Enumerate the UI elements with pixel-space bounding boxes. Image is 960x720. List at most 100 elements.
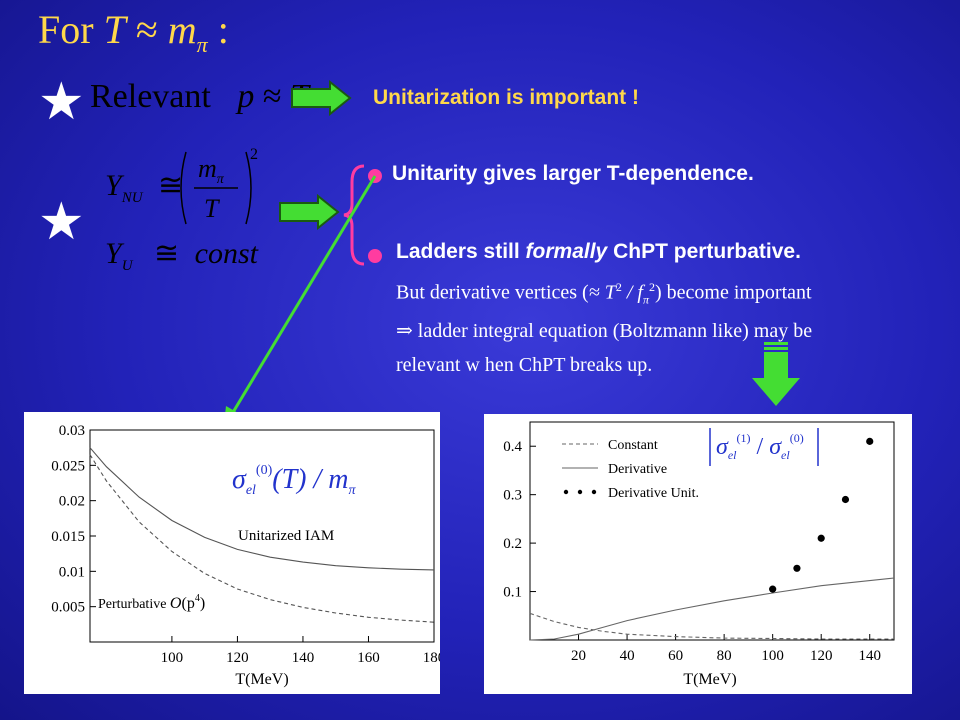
ratio-annotation: σel(1) / σel(0) [716,431,804,462]
relevant-text: Relevant [90,78,211,115]
ann-pi: π [348,483,356,498]
data-point [769,585,777,593]
title-sub: π [196,32,208,57]
relevant-formula: Relevant p ≈ T [90,78,309,116]
x-tick-label: 100 [161,650,184,666]
ann-slash: / [751,434,770,460]
data-point [817,534,825,542]
yu-sub: U [121,258,133,274]
brace-icon [343,164,365,266]
yu-formula: YU ≅ const [105,236,258,275]
ann-sigma: σ [232,464,247,495]
y-tick-label: 0.3 [503,488,522,504]
series-perturbative [89,454,435,623]
chart-cross-section-ratio: 0.1 0.2 0.3 0.4 20 40 60 80 100 120 140 Constant Der… [503,421,895,688]
title-var-m: m [167,7,197,52]
legend-entry: Derivative [608,462,667,477]
ann-sigma: σ [716,434,729,460]
star-icon: ★ [38,193,85,251]
x-tick-label: 180 [423,650,440,666]
ann-el: el [246,483,256,498]
ladders-formally: formally [525,240,608,263]
title-var-t: T [103,7,126,52]
ynu-y: Y [105,169,122,202]
ynu-cong: ≅ [158,169,184,202]
title-prefix: For [38,7,94,52]
down-arrow-icon [752,342,800,406]
note-line-1: But derivative vertices (≈ T2 / fπ2) bec… [396,280,812,308]
x-axis-label: T(MeV) [683,671,736,688]
x-tick-label: 100 [761,648,784,664]
slide-title: For T ≈ mπ : [38,6,229,58]
x-axis-label: T(MeV) [235,671,288,688]
note2-b: ladder integral equation (Boltzmann like… [412,320,813,342]
label-perturbative: Perturbative O(p4) [98,593,205,612]
ann-sup0: (0) [790,431,804,445]
x-tick-label: 120 [226,650,249,666]
yu-const: const [194,237,258,270]
ann-sup: (0) [256,463,273,478]
yu-y: Y [105,237,122,270]
note-line-3: relevant w hen ChPT breaks up. [396,354,653,376]
y-tick-label: 0.03 [59,423,85,439]
y-tick-label: 0.005 [51,600,85,616]
frac-m: m [198,154,217,183]
series-derivative [529,577,895,641]
x-tick-label: 120 [810,648,833,664]
ann-rest: (T) / m [272,464,348,495]
ann-sigma-2: σ [769,434,782,460]
y-tick-label: 0.4 [503,439,522,455]
data-point [793,564,801,572]
label-unitarized-iam: Unitarized IAM [238,528,334,544]
note1-a: But derivative vertices ( [396,281,589,304]
title-colon: : [217,7,229,52]
chart-elastic-cross-section: 0.005 0.01 0.015 0.02 0.025 0.03 100 120 140 160 1… [51,423,445,688]
legend-swatch-dot [563,489,569,495]
plot-frame [529,421,895,641]
y-tick-label: 0.025 [51,458,85,474]
note1-d: / f [621,281,643,304]
star-icon: ★ [38,73,85,131]
ann-el: el [728,448,737,462]
frac-numerator: mπ [198,154,224,188]
frac-denominator: T [204,194,218,224]
bullet-dot [368,249,382,263]
frac-pi: π [216,172,224,188]
x-tick-label: 160 [357,650,380,666]
legend-swatch-dot [577,489,583,495]
x-tick-label: 60 [668,648,683,664]
plot-left: 0.005 0.01 0.015 0.02 0.025 0.03 100 120 140 160 1… [24,412,445,694]
y-tick-label: 0.02 [59,494,85,510]
unitarization-note: Unitarization is important ! [373,86,640,109]
label-order-o: O [170,595,182,612]
yu-cong: ≅ [154,237,180,270]
right-arrow-icon [291,80,352,116]
legend-entry: Constant [608,438,658,453]
label-order-close: ) [200,595,205,612]
note1-f: 2 [648,280,655,294]
x-tick-label: 20 [571,648,586,664]
ladders-c: ChPT perturbative. [607,240,801,263]
plot-right: 0.1 0.2 0.3 0.4 20 40 60 80 100 120 140 Constant Der… [484,414,912,694]
bullet-unitarity: Unitarity gives larger T-dependence. [392,162,754,185]
data-point [866,437,874,445]
x-tick-label: 140 [858,648,881,664]
y-tick-label: 0.2 [503,536,522,552]
ladders-a: Ladders still [396,240,526,263]
series-constant [529,612,894,640]
x-tick-label: 140 [292,650,315,666]
data-point [841,495,850,504]
relevant-approx: ≈ [262,78,282,115]
ann-sup1: (1) [737,431,751,445]
label-order-p: (p [181,595,194,612]
note-line-2: ⇒ ladder integral equation (Boltzmann li… [396,318,812,343]
note1-b: ≈ T [588,281,616,304]
note1-g: ) become important [654,281,812,304]
implies-icon: ⇒ [396,320,413,342]
ann-el-2: el [781,448,790,462]
label-order-exp: 4 [195,593,200,604]
label-pert-text: Perturbative [98,597,170,612]
series-unitarized-iam [89,447,435,571]
frac-t: T [204,194,219,223]
relevant-p: p [237,78,255,115]
